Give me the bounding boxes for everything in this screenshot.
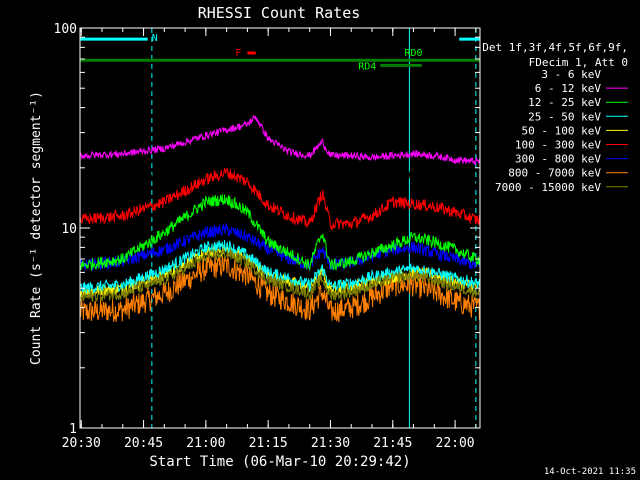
x-tick-label: 21:00: [186, 436, 225, 451]
flag-label-rd0: RD0: [405, 48, 423, 59]
x-axis: 20:30 20:45 21:00 21:15 21:30 21:45 22:00: [62, 28, 477, 451]
legend: Det 1f,3f,4f,5f,6f,9f, FDecim 1, Att 03 -…: [482, 41, 628, 194]
legend-entry-label: 50 - 100 keV: [522, 124, 602, 137]
legend-header-line: Det 1f,3f,4f,5f,6f,9f,: [482, 41, 628, 54]
legend-entry-label: 6 - 12 keV: [535, 82, 602, 95]
series-line-12-25-kev: [79, 194, 481, 272]
series-line-7000-15000-kev: [79, 248, 481, 303]
legend-entry-label: 25 - 50 keV: [528, 110, 601, 123]
flag-label-f: F: [235, 48, 241, 59]
x-tick-label: 20:30: [62, 436, 101, 451]
legend-entry-label: 100 - 300 keV: [515, 139, 601, 152]
series-line-6-12-kev: [79, 114, 481, 165]
legend-entry-label: 12 - 25 keV: [528, 96, 601, 109]
x-tick-label: 21:15: [249, 436, 288, 451]
series-line-25-50-kev: [79, 239, 481, 294]
x-tick-label: 21:30: [311, 436, 350, 451]
x-axis-title: Start Time (06-Mar-10 20:29:42): [149, 454, 410, 470]
flag-label-n: N: [152, 33, 158, 44]
flag-label-rd4: RD4: [358, 61, 376, 72]
x-tick-label: 22:00: [436, 436, 475, 451]
y-axis-title: Count Rate (s⁻¹ detector segment⁻¹): [29, 91, 44, 365]
series-line-100-300-kev: [79, 167, 481, 231]
y-tick-label: 100: [54, 22, 77, 37]
footer-timestamp: 14-Oct-2021 11:35: [544, 467, 636, 477]
legend-entry-label: 3 - 6 keV: [541, 68, 601, 81]
chart-marks-layer: N F RD0 RD4: [79, 28, 481, 428]
series-line-800-7000-kev: [79, 255, 481, 323]
x-tick-label: 20:45: [124, 436, 163, 451]
legend-header-line: FDecim 1, Att 0: [529, 56, 628, 69]
y-tick-label: 1: [69, 422, 77, 437]
x-tick-label: 21:45: [373, 436, 412, 451]
series-line-300-800-kev: [79, 222, 481, 272]
series-line-3-6-kev: [79, 114, 481, 188]
chart-title: RHESSI Count Rates: [198, 4, 361, 22]
legend-entry-label: 7000 - 15000 keV: [495, 181, 601, 194]
legend-entry-label: 300 - 800 keV: [515, 153, 601, 166]
y-tick-label: 10: [61, 222, 77, 237]
plot-frame: [79, 27, 481, 429]
y-axis: 1 10 100: [54, 22, 480, 437]
legend-entry-label: 800 - 7000 keV: [508, 167, 601, 180]
